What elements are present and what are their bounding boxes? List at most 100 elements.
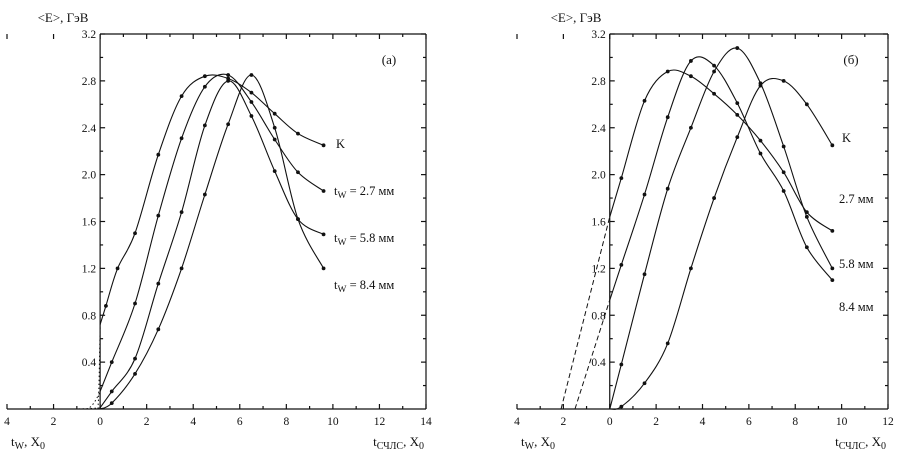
x-tick-label: 4 [700, 416, 706, 428]
data-point [689, 59, 693, 63]
x-title-left-rest: , X [534, 434, 551, 449]
x-tick-label: 12 [882, 416, 894, 428]
x-title-right-main: t [835, 434, 839, 449]
x-tick-label: 2 [561, 416, 567, 428]
data-point [619, 404, 624, 409]
data-point [830, 143, 835, 148]
series-label-main: 8.4 мм [839, 300, 874, 314]
x-tick-label: 2 [51, 416, 57, 428]
x-title-left-sub2: 0 [40, 441, 45, 452]
x-title-right-sub: СЧЛС [839, 441, 866, 452]
y-tick-label: 1.2 [591, 263, 606, 275]
y-tick-label: 2.8 [82, 76, 97, 88]
data-point [781, 144, 786, 149]
x-tick-label: 4 [514, 416, 520, 428]
series-label: 8.4 мм [839, 300, 874, 314]
y-tick-label: 0.8 [82, 310, 97, 322]
x-tick-label: 4 [190, 416, 196, 428]
series-1: 2.7 мм [574, 56, 874, 410]
y-tick-label: 1.6 [82, 217, 97, 229]
data-point [296, 131, 300, 136]
y-axis-title: <E>, ГэВ [551, 10, 602, 25]
x-title-left-sub2: 0 [550, 441, 555, 452]
series-line [609, 47, 833, 410]
panel-label: (б) [843, 52, 858, 67]
data-point [619, 262, 624, 267]
x-title-right-sub2: 0 [881, 441, 886, 452]
data-point [321, 189, 326, 193]
data-point [781, 78, 786, 83]
data-point [115, 266, 120, 271]
data-point [321, 266, 326, 271]
x-tick-label: 6 [237, 416, 243, 428]
x-tick-label: 0 [97, 416, 103, 428]
data-point [781, 189, 786, 193]
data-point [296, 170, 300, 175]
x-title-left-main: t [11, 434, 15, 449]
series-label-main: t [334, 231, 338, 245]
data-point [272, 111, 277, 116]
data-point [202, 123, 207, 128]
series-label-suffix: = 2.7 мм [346, 184, 394, 198]
panel-b: 0.4 0.8 1.2 1.6 2.0 2.4 2.8 3.2 4 2 0 2 4 6 8 10 12 <E>, … [514, 10, 894, 452]
data-point [321, 232, 326, 237]
data-point [758, 138, 763, 143]
y-tick-label: 0.4 [82, 357, 97, 369]
x-title-left-main: t [521, 434, 525, 449]
x-tick-label: 6 [746, 416, 752, 428]
data-point [249, 73, 254, 77]
data-point [712, 63, 716, 68]
data-point [689, 266, 693, 271]
x-tick-label: 8 [792, 416, 798, 428]
data-point [689, 74, 693, 79]
panel-a: 0.4 0.8 1.2 1.6 2.0 2.4 2.8 3.2 4 2 0 2 4 6 8 10 12 14 <E>… [4, 10, 432, 452]
x-tick-label: 2 [144, 416, 150, 428]
data-point [689, 125, 693, 130]
data-point [781, 170, 786, 175]
y-tick-label: 2.4 [82, 123, 97, 135]
data-point [156, 152, 161, 157]
x-tick-label: 4 [4, 416, 10, 428]
series-label: 2.7 мм [839, 192, 874, 206]
data-point [109, 360, 114, 365]
data-point [804, 214, 809, 219]
series-label: K [336, 137, 345, 151]
x-title-left-sub: W [15, 441, 25, 452]
y-tick-label: 1.2 [82, 263, 97, 275]
panel-label: (а) [382, 52, 396, 67]
x-axis-title-right: tСЧЛС, X0 [373, 434, 424, 452]
series-2: tW = 5.8 мм [74, 78, 394, 410]
data-point [156, 213, 161, 218]
series-label-main: K [842, 131, 851, 145]
series-label-sub: W [337, 238, 346, 248]
data-point [179, 136, 184, 141]
series-label-main: t [334, 278, 338, 292]
data-point [758, 151, 763, 156]
data-point [133, 231, 137, 236]
data-point [804, 102, 809, 107]
x-tick-label: 8 [283, 416, 289, 428]
series-extrapolation [560, 216, 611, 410]
y-tick-label: 2.0 [82, 170, 97, 182]
data-point [735, 135, 740, 140]
y-axis-title: <E>, ГэВ [38, 10, 89, 25]
data-point [249, 114, 254, 118]
data-point [665, 115, 670, 120]
series-0: K [97, 74, 345, 410]
x-tick-label: 10 [327, 416, 339, 428]
y-tick-label: 1.6 [591, 217, 606, 229]
x-tick-label: 12 [374, 416, 386, 428]
data-point [202, 84, 207, 89]
data-point [226, 122, 231, 127]
series-label: K [842, 131, 851, 145]
data-point [665, 186, 670, 191]
data-point [758, 83, 763, 88]
x-title-right-sub2: 0 [419, 441, 424, 452]
data-point [830, 278, 835, 282]
series-line [609, 77, 833, 410]
data-point [249, 90, 254, 95]
data-point [735, 112, 740, 117]
data-point [619, 362, 624, 367]
